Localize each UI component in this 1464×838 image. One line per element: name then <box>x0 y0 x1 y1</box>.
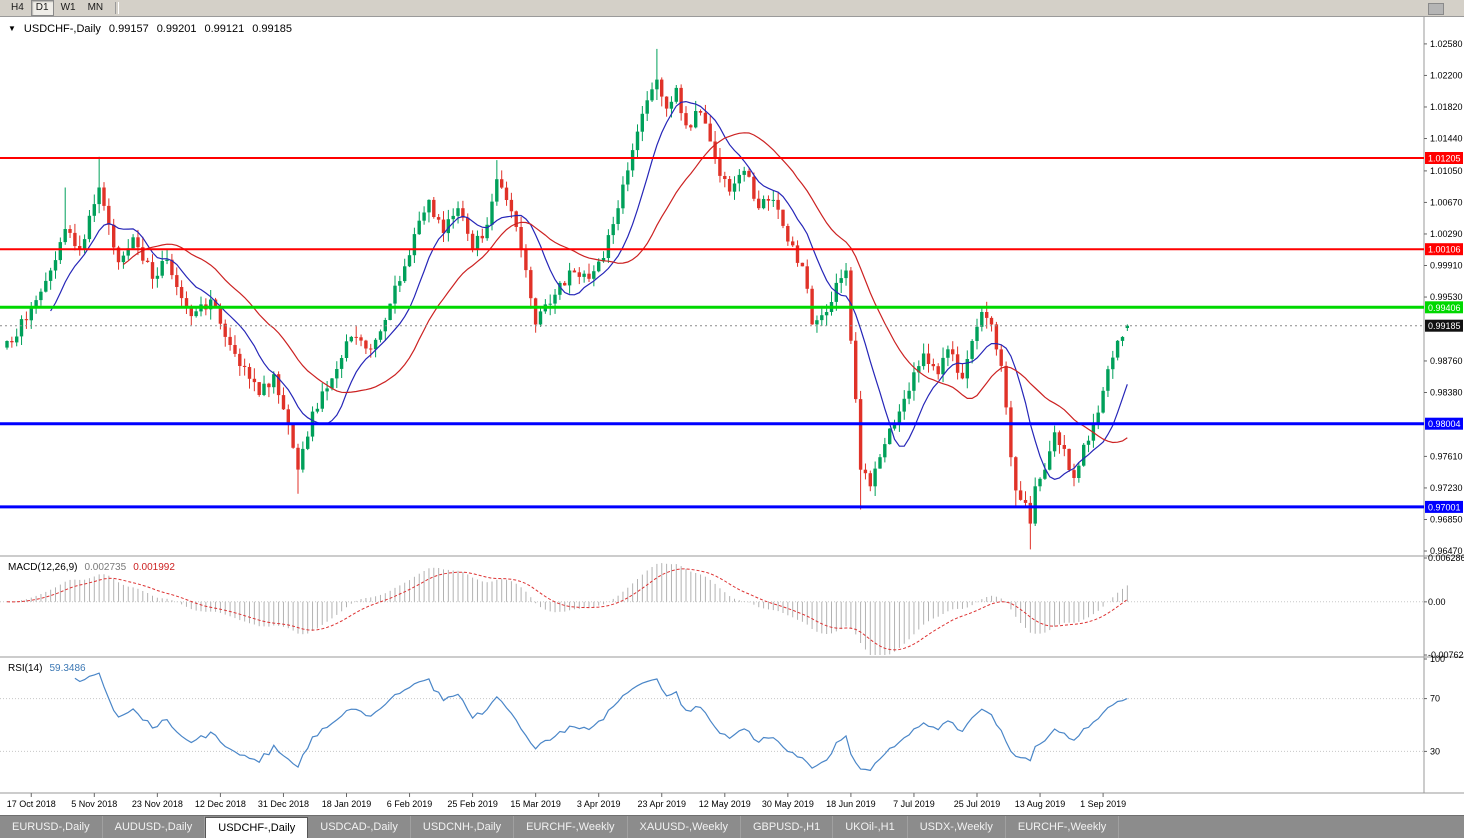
chart-tab-usdx-weekly[interactable]: USDX-,Weekly <box>908 816 1006 838</box>
price-tag-label: 0.99406 <box>1428 303 1461 313</box>
price-axis-tick: 1.02580 <box>1430 39 1463 49</box>
date-axis-label: 1 Sep 2019 <box>1080 799 1126 809</box>
toolbar-separator <box>115 2 120 14</box>
timeframe-button-mn[interactable]: MN <box>87 2 104 13</box>
chart-tab-eurusd-daily[interactable]: EURUSD-,Daily <box>0 816 103 838</box>
date-axis-label: 12 May 2019 <box>699 799 751 809</box>
candlestick-series <box>5 48 1129 550</box>
price-tag <box>1425 500 1463 513</box>
rsi-line <box>74 672 1128 772</box>
chart-tab-usdchf-daily[interactable]: USDCHF-,Daily <box>205 817 309 838</box>
date-axis-label: 23 Apr 2019 <box>637 799 686 809</box>
chart-tab-ukoil-h1[interactable]: UKOil-,H1 <box>833 816 908 838</box>
date-axis-label: 23 Nov 2018 <box>132 799 183 809</box>
price-axis-tick: 0.97230 <box>1430 483 1463 493</box>
macd-signal-line <box>6 568 1128 651</box>
timeframe-button-d1[interactable]: D1 <box>30 0 54 16</box>
price-tag <box>1425 301 1463 314</box>
price-tag-label: 1.00106 <box>1428 245 1461 255</box>
timeframe-toolbar: H4 D1 W1 MN <box>0 0 1464 17</box>
moving-average-25 <box>123 132 1128 444</box>
date-axis-label: 3 Apr 2019 <box>577 799 621 809</box>
date-axis-label: 30 May 2019 <box>762 799 814 809</box>
price-tag-label: 0.98004 <box>1428 419 1461 429</box>
price-tag-label: 1.01205 <box>1428 154 1461 164</box>
moving-average-10 <box>50 100 1128 480</box>
timeframe-buttons: H4 D1 W1 MN <box>6 0 110 16</box>
price-axis-tick: 0.97610 <box>1430 451 1463 461</box>
timeframe-button-h4[interactable]: H4 <box>11 2 24 13</box>
rsi-axis-tick: 70 <box>1430 694 1440 704</box>
toolbar-handle[interactable] <box>1428 3 1444 15</box>
chart-tab-eurchf-weekly[interactable]: EURCHF-,Weekly <box>1006 816 1120 838</box>
price-axis-tick: 1.02200 <box>1430 70 1463 80</box>
date-axis-label: 7 Jul 2019 <box>893 799 935 809</box>
price-axis-tick: 0.99910 <box>1430 261 1463 271</box>
price-axis-tick: 0.96850 <box>1430 514 1463 524</box>
price-chart[interactable]: 1.02580 1.02200 1.01820 1.01440 1.01050 1.006… <box>0 17 1464 815</box>
date-axis-label: 31 Dec 2018 <box>258 799 309 809</box>
date-axis-label: 18 Jan 2019 <box>322 799 372 809</box>
price-tag <box>1425 319 1463 332</box>
price-axis-tick: 0.99530 <box>1430 292 1463 302</box>
chart-area: 1.02580 1.02200 1.01820 1.01440 1.01050 1.006… <box>0 17 1464 815</box>
date-axis-label: 5 Nov 2018 <box>71 799 117 809</box>
price-axis-tick: 0.96470 <box>1430 546 1463 556</box>
rsi-axis-tick: 30 <box>1430 746 1440 756</box>
macd-axis-tick: 0.00 <box>1428 597 1446 607</box>
date-axis-label: 15 Mar 2019 <box>510 799 561 809</box>
date-axis-label: 13 Aug 2019 <box>1015 799 1066 809</box>
date-axis-label: 25 Feb 2019 <box>447 799 498 809</box>
price-axis-tick: 1.00290 <box>1430 229 1463 239</box>
chart-tab-gbpusd-h1[interactable]: GBPUSD-,H1 <box>741 816 834 838</box>
price-tag <box>1425 152 1463 164</box>
rsi-axis-tick: 100 <box>1430 654 1445 664</box>
price-axis-tick: 1.00670 <box>1430 197 1463 207</box>
date-axis-label: 6 Feb 2019 <box>387 799 433 809</box>
timeframe-button-w1[interactable]: W1 <box>60 2 76 13</box>
date-axis-label: 17 Oct 2018 <box>7 799 56 809</box>
price-tag <box>1425 417 1463 430</box>
price-axis-tick: 1.01050 <box>1430 166 1463 176</box>
price-axis-tick: 0.98380 <box>1430 387 1463 397</box>
macd-histogram <box>11 563 1128 655</box>
chart-tab-eurchf-weekly[interactable]: EURCHF-,Weekly <box>514 816 628 838</box>
price-tag-label: 0.99185 <box>1428 321 1461 331</box>
date-axis-label: 25 Jul 2019 <box>954 799 1001 809</box>
price-tag <box>1425 243 1463 256</box>
chart-tab-usdcad-daily[interactable]: USDCAD-,Daily <box>308 816 411 838</box>
macd-axis-tick: 0.006286 <box>1428 553 1464 563</box>
chart-tab-audusd-daily[interactable]: AUDUSD-,Daily <box>103 816 206 838</box>
date-axis-label: 12 Dec 2018 <box>195 799 246 809</box>
chart-tab-xauusd-weekly[interactable]: XAUUSD-,Weekly <box>628 816 741 838</box>
date-axis-label: 18 Jun 2019 <box>826 799 876 809</box>
price-axis-tick: 1.01440 <box>1430 134 1463 144</box>
chart-tab-usdcnh-daily[interactable]: USDCNH-,Daily <box>411 816 515 838</box>
price-tag-label: 0.97001 <box>1428 502 1461 512</box>
price-axis-tick: 1.01820 <box>1430 102 1463 112</box>
chart-tab-bar: EURUSD-,Daily AUDUSD-,Daily USDCHF-,Daily U… <box>0 815 1464 838</box>
macd-axis-tick: -0.00762 <box>1428 650 1464 660</box>
price-axis-tick: 0.98760 <box>1430 356 1463 366</box>
